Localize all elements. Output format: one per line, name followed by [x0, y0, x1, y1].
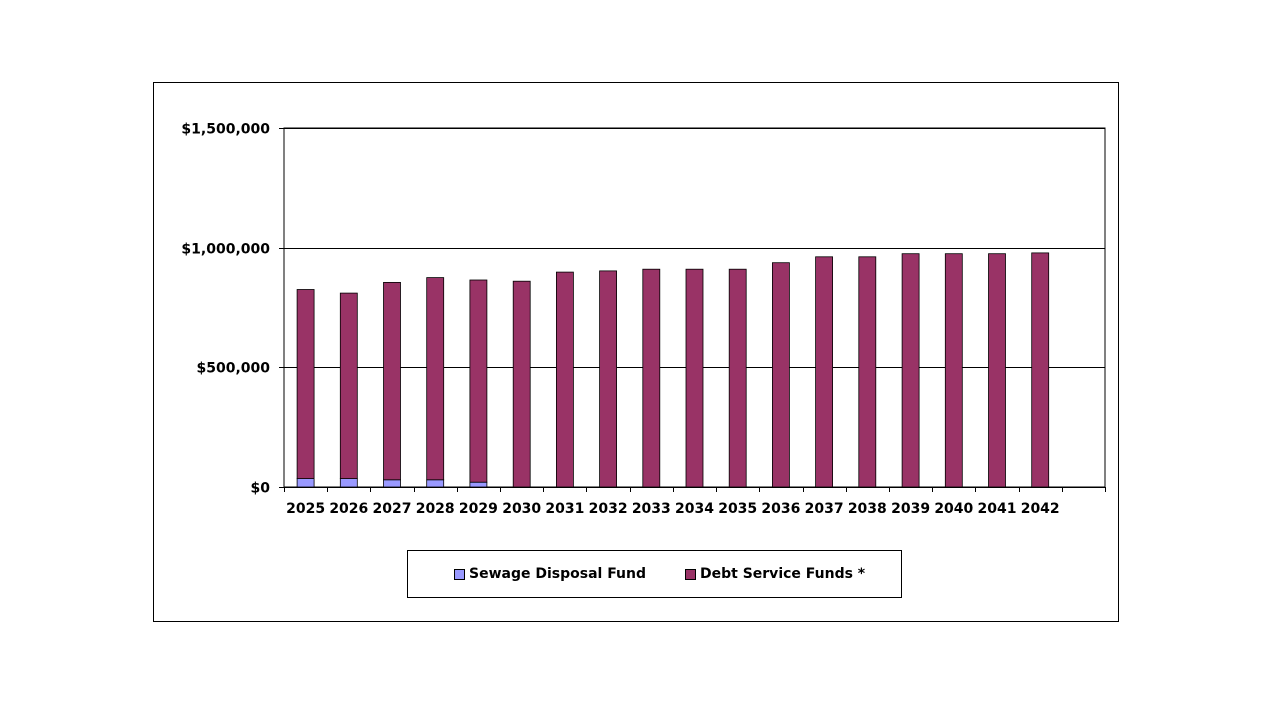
bar-debt-service-funds — [901, 253, 920, 488]
bar-sewage-disposal-fund — [339, 478, 358, 488]
y-tick-label: $1,500,000 — [181, 122, 270, 138]
bar-debt-service-funds — [339, 292, 358, 480]
x-tick-label: 2039 — [891, 501, 930, 517]
bar-debt-service-funds — [555, 271, 574, 488]
x-tick-label: 2033 — [632, 501, 671, 517]
bar-debt-service-funds — [858, 256, 877, 488]
x-tick-label: 2035 — [718, 501, 757, 517]
bar-debt-service-funds — [469, 279, 488, 483]
bar-debt-service-funds — [988, 253, 1006, 488]
x-tick-label: 2026 — [329, 501, 368, 517]
legend-swatch-debt-service-funds — [685, 568, 696, 580]
bar-debt-service-funds — [728, 268, 747, 488]
x-tick-label: 2025 — [286, 501, 325, 517]
chart-plot: $0 $500,000 $1,000,000 $1,500,000 2025 2026 20… — [181, 122, 1106, 517]
chart-frame: $0 $500,000 $1,000,000 $1,500,000 2025 2026 20… — [153, 82, 1119, 622]
x-tick-label: 2038 — [848, 501, 887, 517]
x-tick-label: 2041 — [978, 501, 1017, 517]
legend-swatch-sewage-disposal-fund — [454, 568, 465, 580]
x-tick-label: 2032 — [589, 501, 628, 517]
bar-sewage-disposal-fund — [296, 478, 315, 488]
x-tick-label: 2036 — [761, 501, 800, 517]
x-tick-label: 2040 — [934, 501, 973, 517]
bar-sewage-disposal-fund — [383, 479, 401, 488]
legend-label-sewage-disposal-fund: Sewage Disposal Fund — [469, 566, 647, 582]
x-tick-label: 2028 — [416, 501, 455, 517]
bar-sewage-disposal-fund — [469, 481, 488, 488]
bar-debt-service-funds — [426, 277, 445, 481]
bar-debt-service-funds — [685, 268, 704, 488]
x-tick-label: 2031 — [545, 501, 584, 517]
bar-debt-service-funds — [599, 270, 618, 488]
bar-debt-service-funds — [642, 268, 661, 488]
legend-item-sewage-disposal-fund: Sewage Disposal Fund — [454, 551, 646, 597]
bar-debt-service-funds — [512, 280, 531, 488]
bar-debt-service-funds — [944, 253, 963, 488]
x-tick-label: 2042 — [1021, 501, 1060, 517]
legend-label-debt-service-funds: Debt Service Funds * — [700, 566, 866, 582]
y-tick-label: $1,000,000 — [181, 242, 270, 258]
y-tick-label: $0 — [251, 481, 271, 497]
legend-item-debt-service-funds: Debt Service Funds * — [685, 551, 865, 597]
legend: Sewage Disposal Fund Debt Service Funds … — [407, 550, 902, 598]
x-tick-label: 2034 — [675, 501, 714, 517]
y-tick-label: $500,000 — [196, 361, 270, 377]
bar-debt-service-funds — [296, 289, 315, 480]
bar-debt-service-funds — [1031, 252, 1050, 488]
x-tick-label: 2030 — [502, 501, 541, 517]
x-tick-label: 2027 — [373, 501, 412, 517]
x-tick-label: 2037 — [805, 501, 844, 517]
bar-debt-service-funds — [772, 262, 790, 488]
bar-debt-service-funds — [815, 256, 833, 488]
bar-debt-service-funds — [383, 281, 401, 481]
x-tick-label: 2029 — [459, 501, 498, 517]
bar-sewage-disposal-fund — [426, 479, 445, 488]
